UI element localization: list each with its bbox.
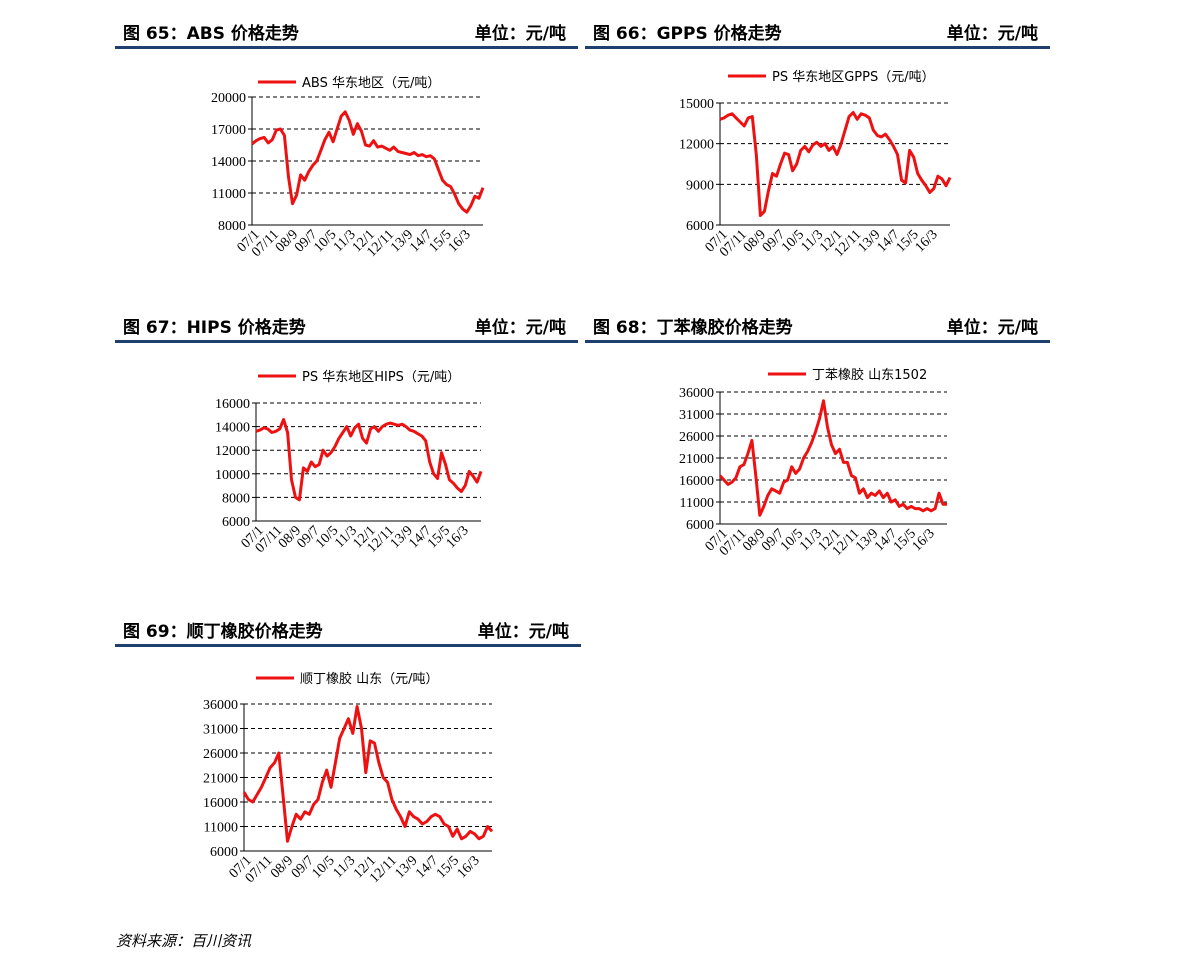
y-tick-label: 14000 — [215, 421, 250, 436]
y-tick-label: 6000 — [210, 845, 238, 860]
legend-label: 丁苯橡胶 山东1502 — [812, 367, 927, 383]
chart-fig67: 600080001000012000140001600007/107/1108/… — [215, 370, 483, 556]
unit-label: 单位：元/吨 — [946, 318, 1038, 338]
chart-title: 图 65：ABS 价格走势 — [123, 24, 299, 44]
chart-fig65: 80001100014000170002000007/107/1108/909/… — [211, 76, 485, 260]
series-line — [251, 110, 485, 214]
panel-header: 图 65：ABS 价格走势 单位：元/吨 — [115, 12, 578, 49]
y-tick-label: 26000 — [679, 430, 714, 445]
panel-fig69: 图 69：顺丁橡胶价格走势 单位：元/吨 — [115, 610, 581, 910]
y-tick-label: 8000 — [218, 219, 246, 234]
chart-title: 图 69：顺丁橡胶价格走势 — [123, 622, 323, 642]
y-tick-label: 21000 — [203, 772, 238, 787]
y-tick-label: 36000 — [203, 698, 238, 713]
chart-title: 图 68：丁苯橡胶价格走势 — [593, 318, 793, 338]
y-tick-label: 14000 — [211, 155, 246, 170]
series-line — [255, 418, 483, 502]
y-tick-label: 6000 — [686, 219, 714, 234]
y-tick-label: 11000 — [680, 496, 714, 511]
y-tick-label: 15000 — [679, 97, 714, 112]
y-tick-label: 8000 — [222, 491, 250, 506]
unit-label: 单位：元/吨 — [474, 318, 566, 338]
x-tick-label: 16/3 — [913, 227, 941, 255]
unit-label: 单位：元/吨 — [946, 24, 1038, 44]
chart-fig69: 600011000160002100026000310003600007/107… — [203, 671, 494, 886]
x-tick-label: 16/3 — [444, 523, 472, 551]
y-tick-label: 36000 — [679, 386, 714, 401]
panel-header: 图 69：顺丁橡胶价格走势 单位：元/吨 — [115, 610, 581, 647]
y-tick-label: 31000 — [203, 723, 238, 738]
series-line — [719, 111, 952, 217]
legend-label: PS 华东地区HIPS（元/吨） — [302, 370, 460, 385]
y-tick-label: 20000 — [211, 91, 246, 106]
panel-fig66: 图 66：GPPS 价格走势 单位：元/吨 — [585, 12, 1050, 287]
y-tick-label: 16000 — [679, 474, 714, 489]
panel-header: 图 68：丁苯橡胶价格走势 单位：元/吨 — [585, 306, 1050, 343]
unit-label: 单位：元/吨 — [477, 622, 569, 642]
y-tick-label: 10000 — [215, 468, 250, 483]
y-tick-label: 21000 — [679, 452, 714, 467]
panel-header: 图 66：GPPS 价格走势 单位：元/吨 — [585, 12, 1050, 49]
y-tick-label: 16000 — [203, 796, 238, 811]
y-tick-label: 26000 — [203, 747, 238, 762]
panel-fig67: 图 67：HIPS 价格走势 单位：元/吨 — [115, 306, 578, 581]
y-tick-label: 11000 — [204, 821, 238, 836]
chart-fig66: 60009000120001500007/107/1108/909/710/51… — [679, 70, 952, 260]
y-tick-label: 6000 — [222, 515, 250, 530]
legend-label: 顺丁橡胶 山东（元/吨） — [300, 671, 439, 687]
x-tick-label: 16/3 — [910, 526, 938, 554]
series-line — [718, 399, 947, 517]
y-tick-label: 17000 — [211, 123, 246, 138]
y-tick-label: 12000 — [215, 444, 250, 459]
y-tick-label: 31000 — [679, 408, 714, 423]
x-tick-label: 16/3 — [446, 227, 474, 255]
legend-label: PS 华东地区GPPS（元/吨） — [772, 70, 935, 85]
x-tick-label: 16/3 — [455, 853, 483, 881]
legend-label: ABS 华东地区（元/吨） — [302, 76, 440, 91]
y-tick-label: 11000 — [212, 187, 246, 202]
chart-fig68: 600011000160002100026000310003600007/107… — [679, 367, 947, 559]
chart-title: 图 66：GPPS 价格走势 — [593, 24, 782, 44]
y-tick-label: 9000 — [686, 178, 714, 193]
y-tick-label: 6000 — [686, 518, 714, 533]
series-line — [242, 705, 494, 843]
y-tick-label: 16000 — [215, 397, 250, 412]
source-note: 资料来源：百川资讯 — [116, 932, 252, 950]
y-tick-label: 12000 — [679, 138, 714, 153]
chart-title: 图 67：HIPS 价格走势 — [123, 318, 306, 338]
panel-header: 图 67：HIPS 价格走势 单位：元/吨 — [115, 306, 578, 343]
unit-label: 单位：元/吨 — [474, 24, 566, 44]
panel-fig68: 图 68：丁苯橡胶价格走势 单位：元/吨 — [585, 306, 1050, 581]
panel-fig65: 图 65：ABS 价格走势 单位：元/吨 — [115, 12, 578, 287]
